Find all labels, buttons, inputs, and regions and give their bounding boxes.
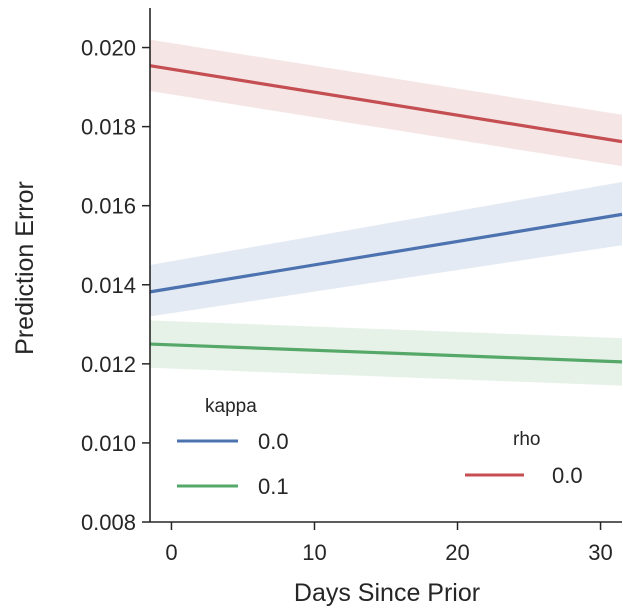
axes [149, 8, 622, 523]
y-tick-label: 0.020 [81, 36, 136, 61]
confidence-bands [150, 39, 622, 386]
y-axis-label: Prediction Error [11, 181, 39, 355]
legend-kappa-label-1: 0.1 [258, 474, 289, 499]
legend-rho-title: rho [513, 429, 540, 450]
legend-kappa-label-0: 0.0 [258, 429, 289, 454]
y-tick-label: 0.012 [81, 352, 136, 377]
legend-rho: rho 0.0 [465, 429, 583, 488]
y-tick-label: 0.016 [81, 194, 136, 219]
y-ticks: 0.008 0.010 0.012 0.014 0.016 0.018 0.020 [81, 36, 150, 535]
series-line-kappa-0 [149, 212, 623, 294]
x-tick-label: 0 [165, 540, 177, 565]
band-kappa-0 [150, 181, 622, 317]
x-ticks: 0 10 20 30 [165, 522, 613, 565]
series-line-rho-2 [149, 64, 623, 144]
y-tick-label: 0.014 [81, 273, 136, 298]
series-lines [149, 64, 623, 364]
y-tick-label: 0.008 [81, 510, 136, 535]
x-tick-label: 20 [445, 540, 469, 565]
legend-rho-label-0: 0.0 [552, 463, 583, 488]
x-tick-label: 30 [588, 540, 612, 565]
x-tick-label: 10 [302, 540, 326, 565]
legend-kappa-title: kappa [205, 396, 257, 417]
x-axis-label: Days Since Prior [294, 579, 480, 607]
legend-kappa: kappa 0.0 0.1 [177, 396, 289, 499]
series-line-kappa-1 [149, 342, 623, 364]
y-tick-label: 0.018 [81, 115, 136, 140]
y-tick-label: 0.010 [81, 431, 136, 456]
